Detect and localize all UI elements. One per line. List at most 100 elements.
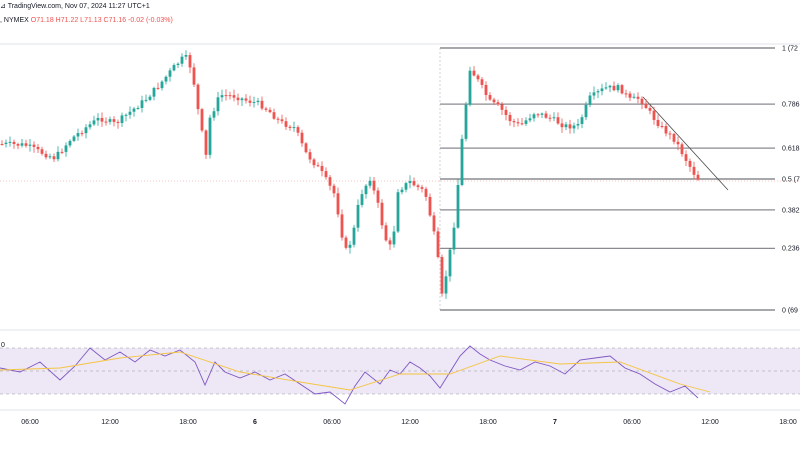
candle-body[interactable] xyxy=(504,109,508,115)
candle-body[interactable] xyxy=(376,190,380,203)
candle-body[interactable] xyxy=(664,126,668,134)
candle-body[interactable] xyxy=(448,249,452,277)
candle-body[interactable] xyxy=(632,96,636,98)
candle-body[interactable] xyxy=(528,118,532,121)
candle-body[interactable] xyxy=(444,276,448,294)
candle-body[interactable] xyxy=(180,56,184,64)
candle-body[interactable] xyxy=(396,192,400,232)
candle-body[interactable] xyxy=(160,81,164,89)
candle-body[interactable] xyxy=(588,95,592,105)
candle-body[interactable] xyxy=(96,117,100,121)
candle-body[interactable] xyxy=(236,97,240,101)
candle-body[interactable] xyxy=(484,84,488,95)
candle-body[interactable] xyxy=(104,121,108,123)
candle-body[interactable] xyxy=(668,133,672,135)
candle-body[interactable] xyxy=(220,95,224,98)
candle-body[interactable] xyxy=(128,111,132,115)
candle-body[interactable] xyxy=(608,85,612,88)
candle-body[interactable] xyxy=(548,117,552,119)
candle-body[interactable] xyxy=(56,151,60,160)
candle-body[interactable] xyxy=(320,165,324,172)
candle-body[interactable] xyxy=(688,160,692,167)
candle-body[interactable] xyxy=(340,214,344,238)
candle-body[interactable] xyxy=(208,117,212,155)
candle-body[interactable] xyxy=(64,145,68,152)
candle-body[interactable] xyxy=(256,100,260,103)
candle-body[interactable] xyxy=(248,100,252,103)
candle-body[interactable] xyxy=(224,95,228,97)
candle-body[interactable] xyxy=(652,110,656,120)
candle-body[interactable] xyxy=(512,121,516,123)
candle-body[interactable] xyxy=(76,133,80,137)
candle-body[interactable] xyxy=(580,117,584,125)
candle-body[interactable] xyxy=(108,119,112,122)
candle-body[interactable] xyxy=(244,98,248,101)
candle-body[interactable] xyxy=(624,93,628,95)
candle-body[interactable] xyxy=(408,181,412,184)
candle-body[interactable] xyxy=(120,115,124,124)
candle-body[interactable] xyxy=(564,124,568,128)
candle-body[interactable] xyxy=(32,144,36,147)
candle-body[interactable] xyxy=(332,185,336,194)
candle-body[interactable] xyxy=(124,114,128,116)
candle-body[interactable] xyxy=(312,159,316,166)
candle-body[interactable] xyxy=(488,94,492,100)
candle-body[interactable] xyxy=(44,153,48,158)
trend-line[interactable] xyxy=(642,96,729,191)
candle-body[interactable] xyxy=(200,109,204,131)
candle-body[interactable] xyxy=(684,154,688,161)
candle-body[interactable] xyxy=(592,92,596,96)
candle-body[interactable] xyxy=(152,87,156,97)
candle-body[interactable] xyxy=(532,114,536,119)
candle-body[interactable] xyxy=(36,146,40,150)
candle-body[interactable] xyxy=(436,231,440,258)
candle-body[interactable] xyxy=(112,119,116,122)
candle-body[interactable] xyxy=(280,119,284,122)
candle-body[interactable] xyxy=(0,144,4,145)
candle-body[interactable] xyxy=(168,70,172,77)
candle-body[interactable] xyxy=(116,121,120,124)
candle-body[interactable] xyxy=(148,96,152,100)
candle-body[interactable] xyxy=(316,165,320,167)
candle-body[interactable] xyxy=(568,124,572,129)
candle-body[interactable] xyxy=(72,136,76,141)
candle-body[interactable] xyxy=(344,237,348,248)
candle-body[interactable] xyxy=(364,185,368,195)
candle-body[interactable] xyxy=(468,70,472,105)
candle-body[interactable] xyxy=(472,70,476,76)
candle-body[interactable] xyxy=(492,99,496,103)
candle-body[interactable] xyxy=(596,91,600,93)
candle-body[interactable] xyxy=(176,63,180,66)
candle-body[interactable] xyxy=(584,104,588,118)
candle-body[interactable] xyxy=(40,149,44,154)
candle-body[interactable] xyxy=(460,138,464,185)
candle-body[interactable] xyxy=(288,126,292,128)
candle-body[interactable] xyxy=(60,151,64,153)
candle-body[interactable] xyxy=(328,177,332,186)
candle-body[interactable] xyxy=(272,112,276,119)
candle-body[interactable] xyxy=(420,187,424,189)
candle-body[interactable] xyxy=(456,184,460,228)
candle-body[interactable] xyxy=(4,142,8,145)
candle-body[interactable] xyxy=(412,181,416,186)
candle-body[interactable] xyxy=(12,141,16,145)
candle-body[interactable] xyxy=(676,141,680,145)
candle-body[interactable] xyxy=(20,143,24,146)
candle-body[interactable] xyxy=(400,189,404,193)
candle-body[interactable] xyxy=(392,231,396,245)
candle-body[interactable] xyxy=(380,202,384,226)
candle-body[interactable] xyxy=(348,244,352,248)
candle-body[interactable] xyxy=(140,100,144,108)
candle-body[interactable] xyxy=(268,109,272,113)
candle-body[interactable] xyxy=(204,130,208,155)
candle-body[interactable] xyxy=(480,79,484,85)
candle-body[interactable] xyxy=(228,95,232,97)
candle-body[interactable] xyxy=(644,103,648,108)
candle-body[interactable] xyxy=(572,125,576,129)
candle-body[interactable] xyxy=(300,132,304,144)
candle-body[interactable] xyxy=(388,240,392,245)
candle-body[interactable] xyxy=(28,144,32,146)
candle-body[interactable] xyxy=(604,87,608,89)
candle-body[interactable] xyxy=(292,127,296,129)
